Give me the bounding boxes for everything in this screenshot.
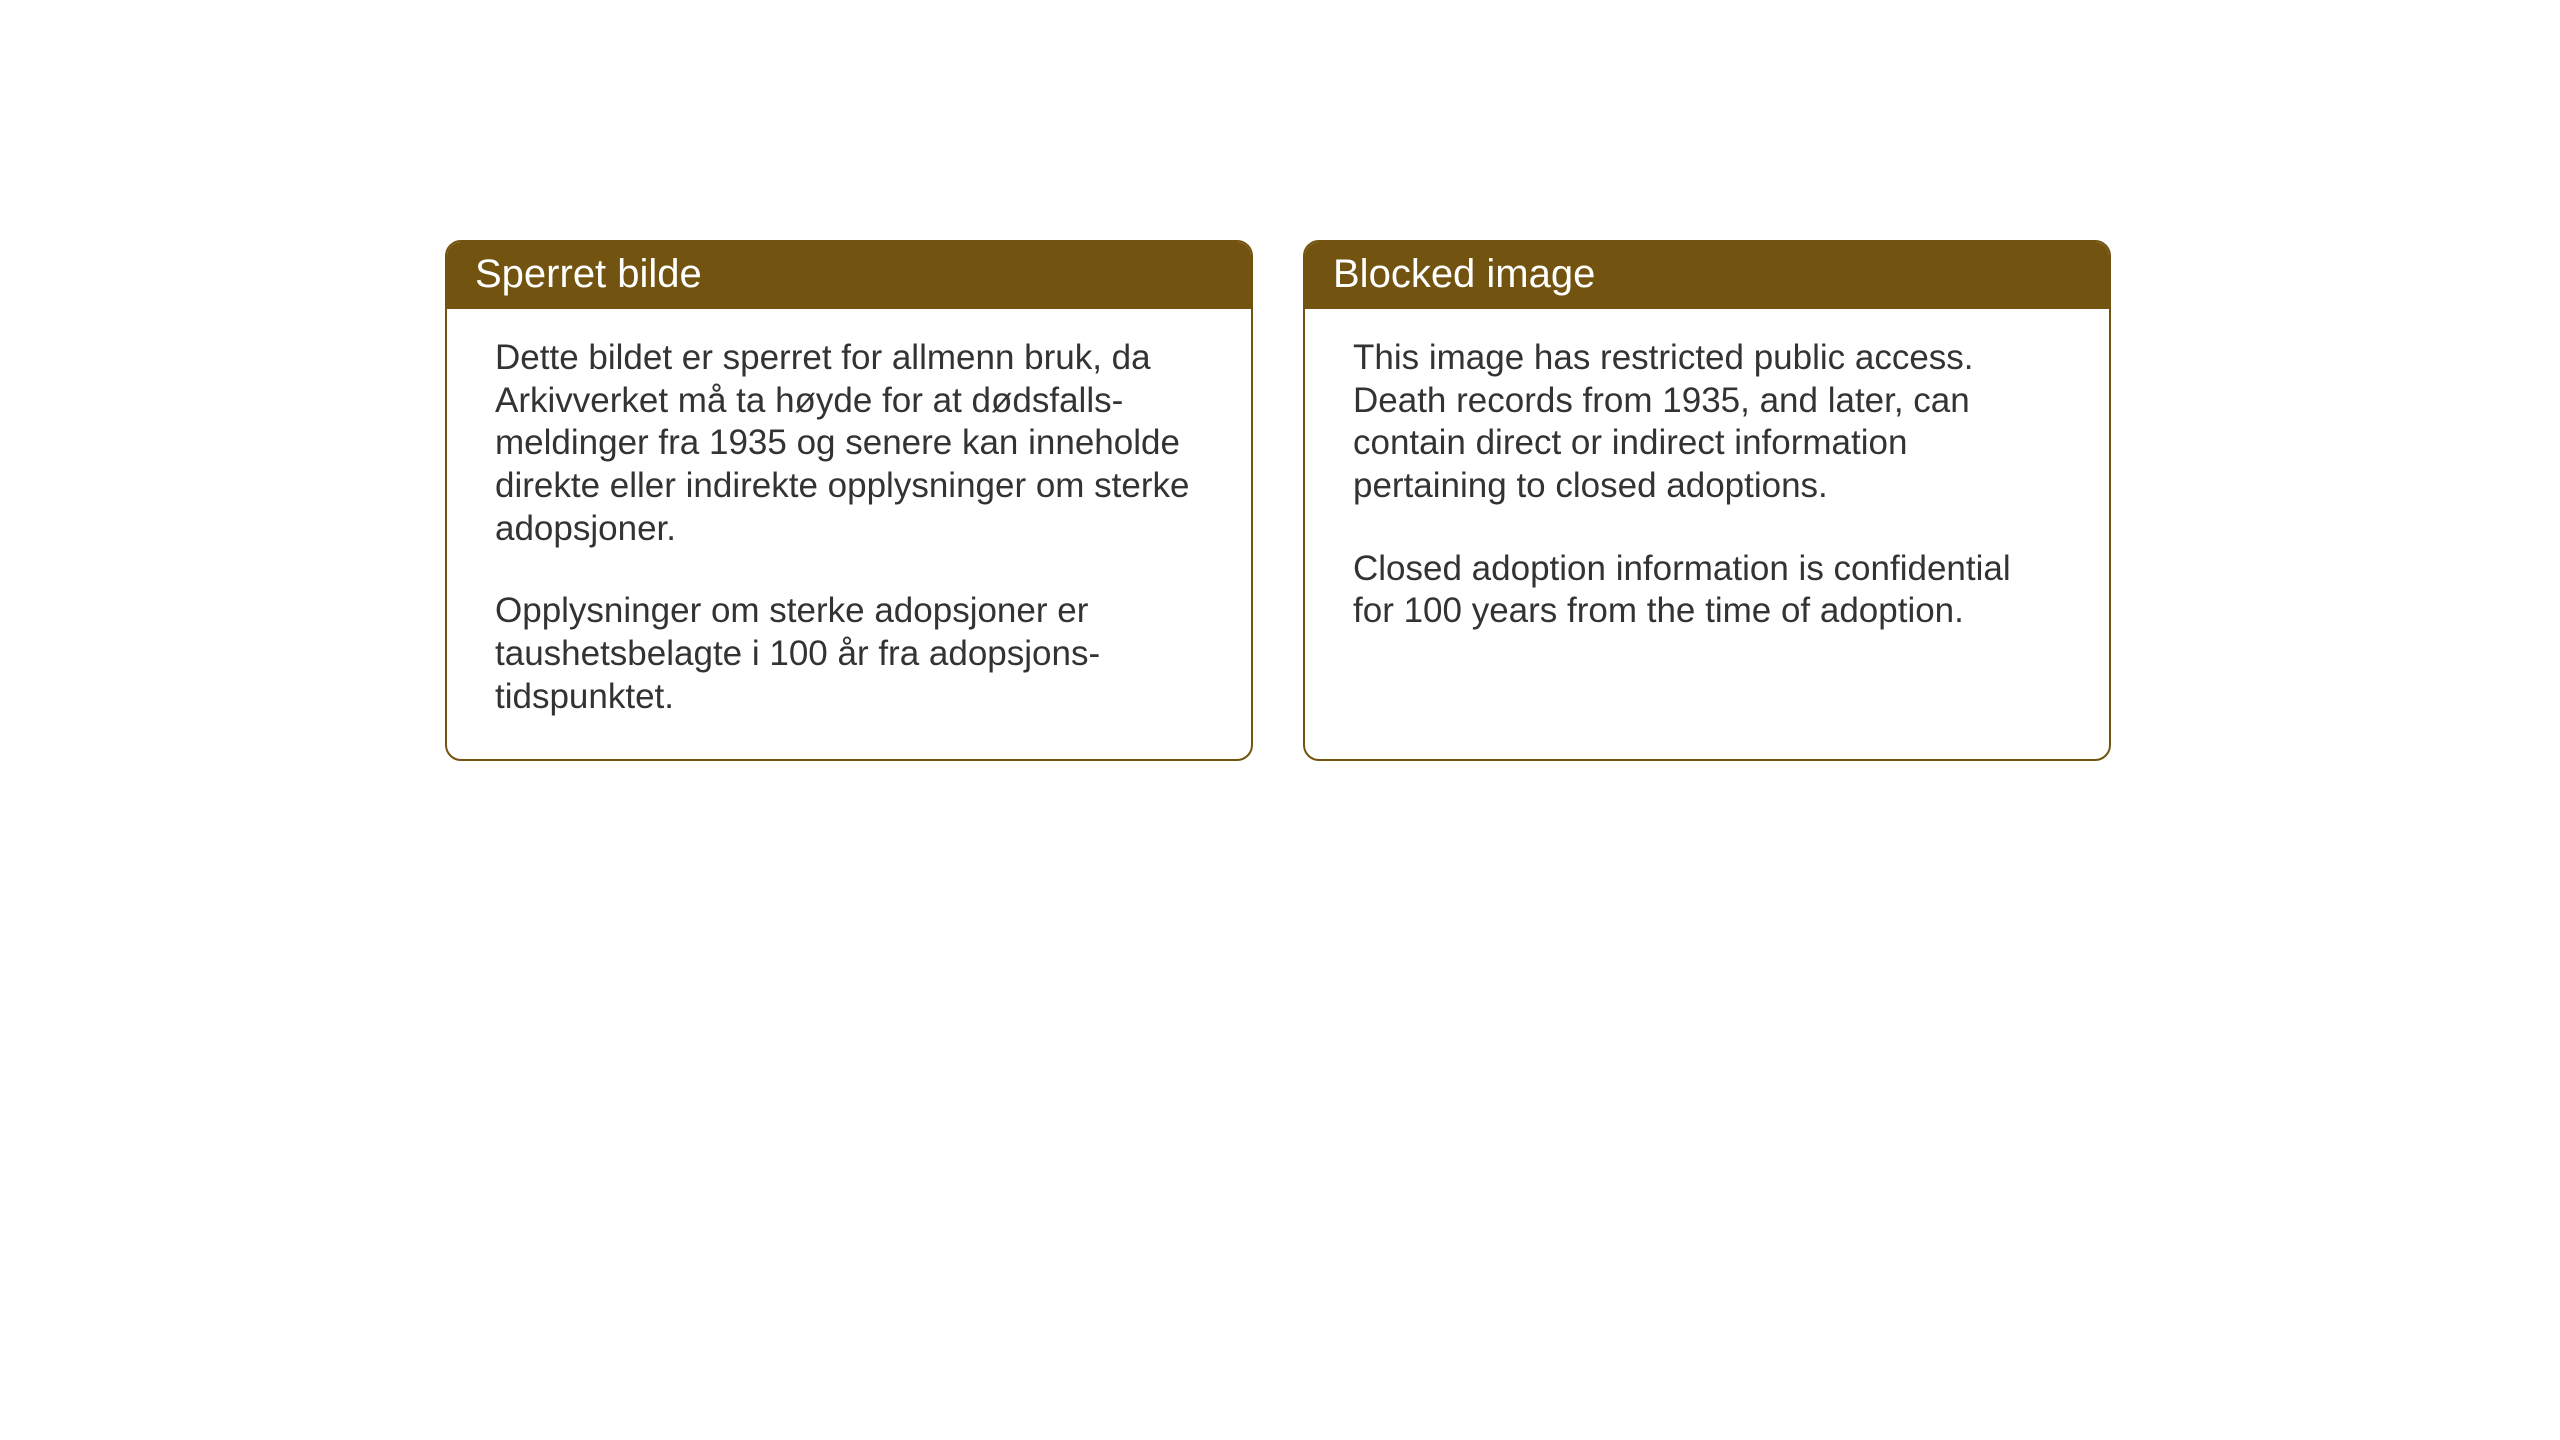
blocked-image-card-norwegian: Sperret bilde Dette bildet er sperret fo… [445, 240, 1253, 761]
card-title-english: Blocked image [1333, 252, 1595, 296]
card-paragraph-norwegian-1: Dette bildet er sperret for allmenn bruk… [495, 337, 1203, 550]
blocked-image-card-english: Blocked image This image has restricted … [1303, 240, 2111, 761]
card-title-norwegian: Sperret bilde [475, 252, 702, 296]
card-paragraph-english-1: This image has restricted public access.… [1353, 337, 2061, 508]
card-body-norwegian: Dette bildet er sperret for allmenn bruk… [447, 309, 1251, 759]
card-paragraph-english-2: Closed adoption information is confident… [1353, 548, 2061, 633]
card-header-english: Blocked image [1305, 242, 2109, 309]
card-paragraph-norwegian-2: Opplysninger om sterke adopsjoner er tau… [495, 590, 1203, 718]
cards-container: Sperret bilde Dette bildet er sperret fo… [445, 240, 2111, 761]
card-header-norwegian: Sperret bilde [447, 242, 1251, 309]
card-body-english: This image has restricted public access.… [1305, 309, 2109, 713]
